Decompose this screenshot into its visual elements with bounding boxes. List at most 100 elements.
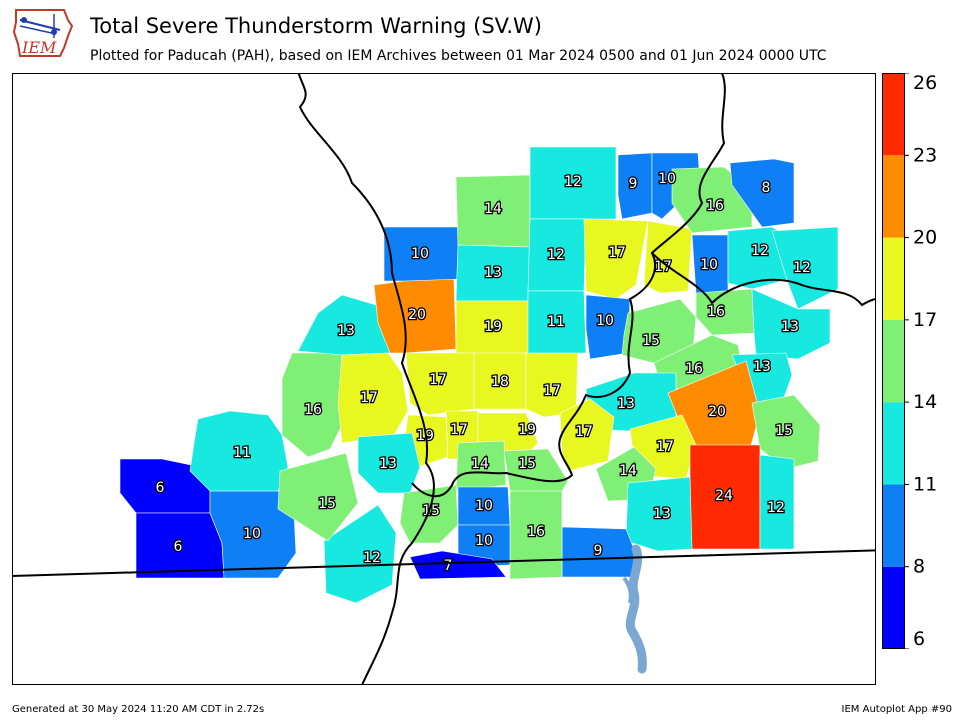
colorbar-tick-label: 6 (913, 628, 925, 649)
map-subtitle: Plotted for Paducah (PAH), based on IEM … (90, 48, 827, 64)
county-polygon (337, 352, 409, 444)
county-value-label: 10 (475, 533, 493, 549)
colorbar-ticks: 6 8 11 14 17 20 23 26 (904, 73, 937, 649)
county-value-label: 16 (685, 361, 703, 377)
county-value-label: 15 (318, 496, 336, 512)
county-polygon (455, 440, 507, 492)
county-value-label: 12 (363, 550, 381, 566)
county-value-label: 14 (619, 463, 637, 479)
colorbar-bin (882, 73, 904, 156)
county-value-label: 18 (491, 374, 509, 390)
county-polygon (409, 550, 507, 580)
county-value-label: 17 (608, 245, 626, 261)
county-value-label: 10 (243, 526, 261, 542)
county-value-label: 14 (484, 201, 502, 217)
county-value-label: 6 (156, 480, 165, 496)
county-map: 6 6 10 11 16 13 17 20 10 14 13 19 17 18 17 12 12 11 9 10 17 1… (12, 73, 876, 685)
county-polygon (323, 504, 397, 604)
county-value-label: 12 (793, 260, 811, 276)
county-value-label: 17 (543, 383, 561, 399)
map-frame (12, 73, 876, 685)
county-value-label: 17 (360, 390, 378, 406)
county-value-label: 13 (781, 319, 799, 335)
county-value-label: 9 (629, 176, 638, 192)
colorbar-frame (882, 73, 905, 649)
county-value-label: 13 (337, 323, 355, 339)
county-value-label: 14 (471, 456, 489, 472)
colorbar: 6 8 11 14 17 20 23 26 (882, 73, 952, 649)
county-value-label: 20 (708, 404, 726, 420)
colorbar-tick-label: 8 (913, 556, 925, 578)
county-value-label: 19 (518, 422, 536, 438)
county-value-label: 12 (564, 174, 582, 190)
county-value-label: 16 (706, 198, 724, 214)
iem-logo: IEM (10, 4, 78, 66)
county-value-label: 12 (547, 247, 565, 263)
county-value-label: 10 (658, 171, 676, 187)
county-value-label: 19 (416, 428, 434, 444)
county-value-label: 8 (762, 180, 771, 196)
county-value-label: 17 (654, 259, 672, 275)
county-polygon (383, 226, 463, 282)
app-attribution: IEM Autoplot App #90 (841, 704, 952, 715)
county-value-label: 16 (527, 524, 545, 540)
county-value-label: 16 (707, 304, 725, 320)
county-value-label: 7 (444, 558, 453, 574)
county-value-label: 10 (411, 246, 429, 262)
colorbar-bin (882, 319, 904, 403)
colorbar-tick-label: 14 (913, 391, 937, 413)
county-value-label: 15 (642, 333, 660, 349)
county-polygon (617, 152, 653, 220)
colorbar-tick-label: 20 (913, 227, 937, 249)
county-value-label: 12 (767, 500, 785, 516)
county-value-label: 10 (700, 257, 718, 273)
county-value-label: 11 (233, 445, 251, 461)
county-value-label: 17 (656, 439, 674, 455)
colorbar-bin (882, 566, 904, 649)
county-value-label: 6 (174, 539, 183, 555)
county-polygon (751, 288, 831, 360)
county-value-label: 10 (596, 313, 614, 329)
county-value-label: 9 (594, 543, 603, 559)
county-value-label: 13 (653, 506, 671, 522)
colorbar-bin (882, 237, 904, 320)
county-polygon (277, 452, 359, 542)
county-polygon (527, 290, 587, 354)
colorbar-tick-label: 23 (913, 144, 937, 166)
river-branch (622, 576, 633, 604)
county-polygon (759, 454, 795, 550)
colorbar-tick-label: 11 (913, 473, 937, 495)
county-value-label: 13 (484, 265, 502, 281)
county-value-label: 17 (575, 424, 593, 440)
county-value-label: 15 (775, 423, 793, 439)
county-value-label: 17 (450, 422, 468, 438)
county-value-label: 16 (304, 402, 322, 418)
county-polygon (529, 146, 617, 220)
colorbar-tick-label: 26 (913, 73, 937, 94)
generated-timestamp: Generated at 30 May 2024 11:20 AM CDT in… (12, 704, 265, 715)
county-value-label: 15 (518, 456, 536, 472)
colorbar-bins (882, 73, 904, 649)
county-value-label: 24 (715, 488, 733, 504)
colorbar-tick-label: 17 (913, 309, 937, 331)
county-value-label: 11 (547, 314, 565, 330)
county-value-label: 13 (379, 456, 397, 472)
county-value-label: 13 (753, 359, 771, 375)
county-value-label: 20 (408, 307, 426, 323)
county-polygon (643, 220, 693, 294)
county-value-label: 19 (484, 319, 502, 335)
county-layer (119, 146, 839, 604)
colorbar-bin (882, 402, 904, 485)
county-polygon (583, 218, 649, 300)
county-value-label: 13 (617, 396, 635, 412)
county-value-label: 10 (475, 498, 493, 514)
colorbar-bin (882, 484, 904, 567)
county-value-label: 17 (429, 372, 447, 388)
county-polygon (729, 158, 795, 228)
state-boundaries (12, 73, 876, 685)
map-title: Total Severe Thunderstorm Warning (SV.W) (90, 14, 542, 38)
river (625, 544, 647, 674)
county-polygon (585, 294, 631, 360)
colorbar-bin (882, 155, 904, 238)
county-label-layer: 6 6 10 11 16 13 17 20 10 14 13 19 17 18 17 12 12 11 9 10 17 1… (154, 170, 812, 576)
